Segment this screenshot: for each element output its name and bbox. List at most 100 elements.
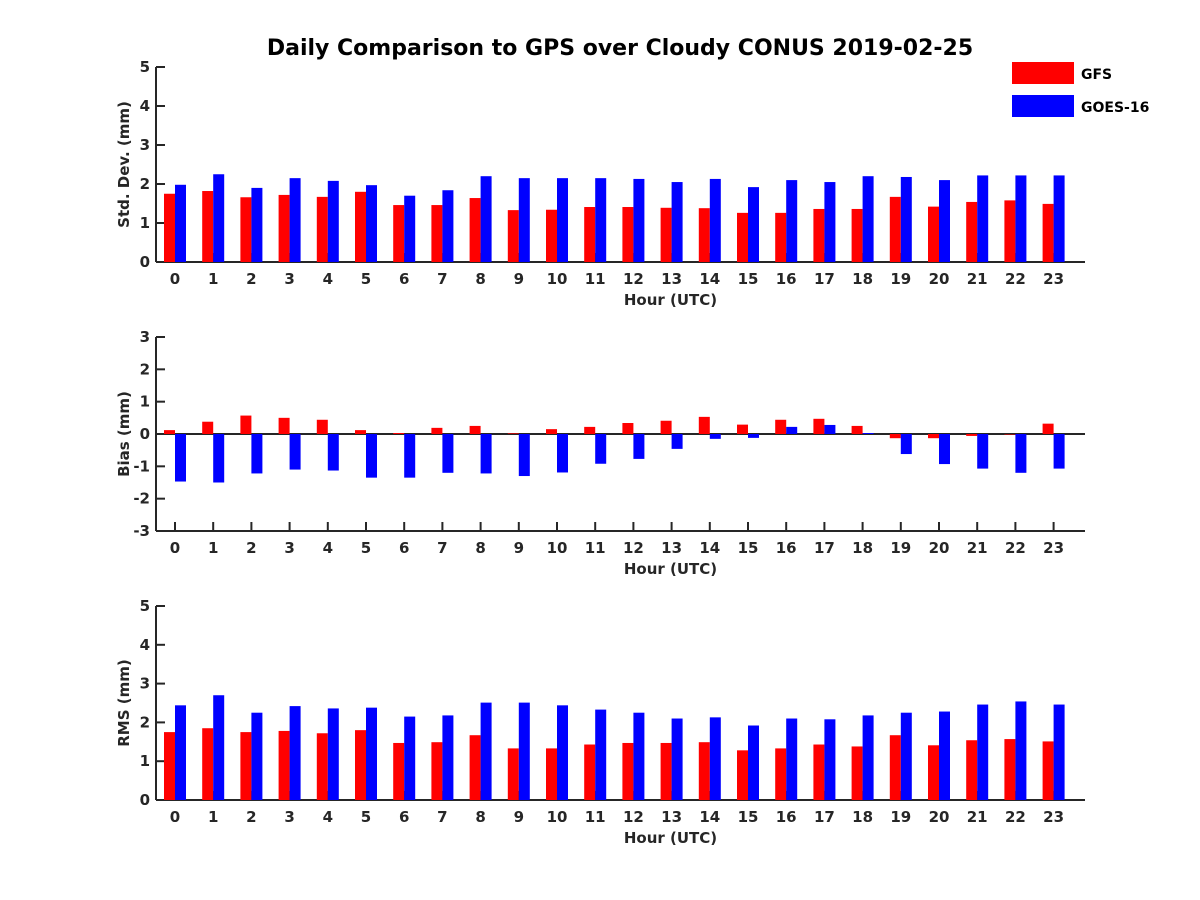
bar-gfs [355,430,366,434]
x-tick-label: 23 [1043,270,1064,288]
bar-gfs [889,434,901,439]
bar-goes16 [939,180,950,262]
x-tick-label: 18 [852,539,873,557]
bar-goes16 [442,715,454,800]
bar-gfs [889,735,901,800]
bar-goes16 [289,434,301,470]
bar-gfs [393,205,405,262]
x-tick-label: 7 [437,808,447,826]
bar-goes16 [977,175,989,262]
x-tick-label: 21 [967,539,988,557]
x-tick-label: 4 [323,808,333,826]
bar-gfs [584,426,596,434]
bar-gfs [507,433,519,434]
bar-goes16 [366,434,377,478]
bar-gfs [278,194,290,262]
bar-gfs [507,748,519,800]
legend-swatch-goes16 [1012,95,1074,117]
y-tick-label: -1 [133,457,150,475]
bar-goes16 [862,715,874,800]
bar-goes16 [557,705,568,800]
x-tick-label: 13 [661,539,682,557]
bar-gfs [966,201,978,262]
x-tick-label: 9 [514,270,524,288]
bar-gfs [966,434,978,436]
x-tick-label: 6 [399,270,409,288]
y-tick-label: 2 [140,713,150,731]
x-tick-label: 20 [929,808,950,826]
bar-gfs [202,728,214,800]
bar-goes16 [939,711,950,800]
bar-gfs [240,415,252,434]
bar-goes16 [289,178,301,262]
x-tick-label: 22 [1005,808,1026,826]
bar-gfs [737,750,748,800]
bar-gfs [1004,739,1016,800]
y-tick-label: 5 [140,597,150,615]
bar-gfs [966,740,978,800]
x-tick-label: 11 [585,539,606,557]
bar-gfs [355,191,366,262]
bar-gfs [737,212,748,262]
x-tick-label: 8 [475,270,485,288]
x-tick-label: 16 [776,270,797,288]
x-tick-label: 22 [1005,270,1026,288]
bar-gfs [775,748,787,800]
x-tick-label: 18 [852,808,873,826]
bar-goes16 [786,180,798,262]
bar-goes16 [824,719,836,800]
x-tick-label: 11 [585,808,606,826]
legend-label-gfs: GFS [1081,67,1112,83]
bar-goes16 [518,434,530,477]
y-tick-label: 1 [140,752,150,770]
x-tick-label: 12 [623,270,644,288]
x-tick-label: 23 [1043,539,1064,557]
y-axis-label: RMS (mm) [115,659,133,746]
bar-goes16 [518,178,530,262]
bar-goes16 [175,184,186,262]
x-tick-label: 15 [738,539,759,557]
bar-goes16 [633,712,645,800]
y-tick-label: 4 [140,636,150,654]
bar-goes16 [1015,434,1027,473]
bar-goes16 [327,180,339,262]
x-tick-label: 0 [170,808,180,826]
x-tick-label: 5 [361,808,371,826]
x-tick-label: 6 [399,808,409,826]
x-tick-label: 7 [437,539,447,557]
bar-gfs [202,421,214,434]
x-tick-label: 8 [475,808,485,826]
bar-gfs [469,735,481,800]
bar-gfs [889,196,901,262]
bar-goes16 [595,709,607,800]
bar-gfs [316,196,328,262]
bar-goes16 [1053,175,1065,262]
bar-gfs [813,744,825,800]
bar-goes16 [786,426,798,434]
x-tick-label: 14 [699,270,720,288]
bar-gfs [355,730,366,800]
y-tick-label: 3 [140,136,150,154]
bar-gfs [431,427,443,434]
x-tick-label: 19 [890,270,911,288]
bar-gfs [278,730,290,800]
x-axis-label: Hour (UTC) [624,560,717,578]
bar-gfs [698,742,710,800]
x-tick-label: 9 [514,539,524,557]
bar-goes16 [251,712,263,800]
bar-gfs [1042,423,1054,434]
bar-goes16 [900,434,912,455]
bar-goes16 [557,434,568,473]
bar-goes16 [709,434,721,439]
y-tick-label: 2 [140,175,150,193]
bar-goes16 [289,706,301,800]
x-tick-label: 7 [437,270,447,288]
x-axis-label: Hour (UTC) [624,291,717,309]
y-tick-label: 5 [140,58,150,76]
bar-goes16 [404,716,416,800]
bar-goes16 [175,705,186,800]
bar-goes16 [480,702,492,800]
